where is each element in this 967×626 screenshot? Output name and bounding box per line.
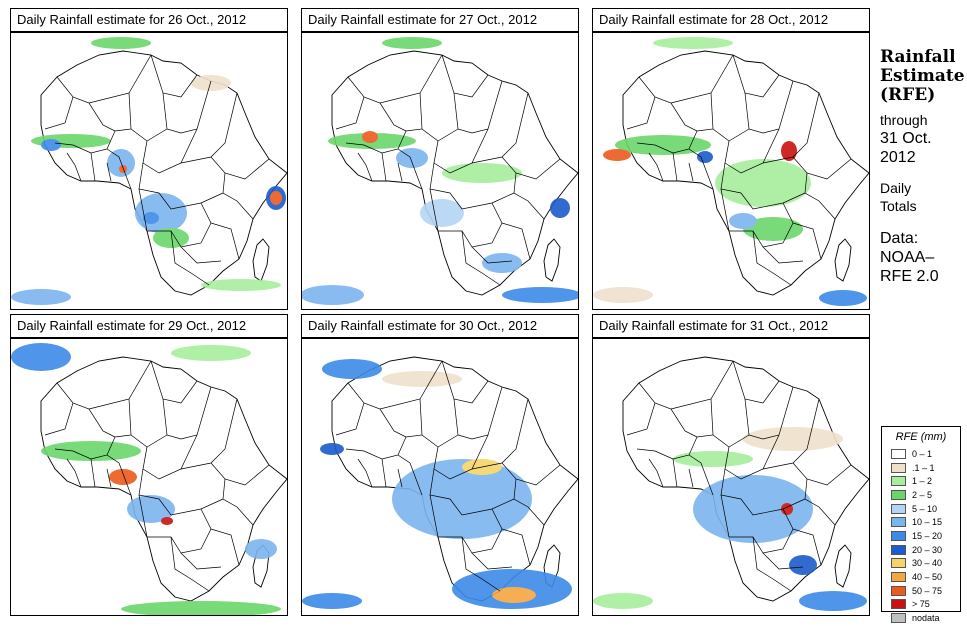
panel-title: Daily Rainfall estimate for 29 Oct., 201… [10, 314, 288, 338]
legend-swatch [891, 462, 906, 473]
legend-swatch [891, 544, 906, 555]
legend-label: 20 – 30 [912, 544, 943, 555]
legend-item: > 75 [882, 598, 960, 612]
data-source: NOAA– [880, 249, 935, 266]
legend-swatch [891, 613, 906, 624]
legend-item: 15 – 20 [882, 529, 960, 543]
legend-label: 2 – 5 [912, 489, 933, 500]
title-line: Estimate [880, 66, 965, 86]
legend-item: 20 – 30 [882, 543, 960, 557]
legend-item: 2 – 5 [882, 488, 960, 502]
legend-swatch [891, 558, 906, 569]
legend-swatch [891, 585, 906, 596]
map-panel-30-oct: Daily Rainfall estimate for 30 Oct., 201… [301, 314, 579, 616]
totals-label: Totals [880, 198, 917, 214]
panel-title: Daily Rainfall estimate for 28 Oct., 201… [592, 8, 870, 32]
rainfall-map [301, 338, 579, 616]
panel-title: Daily Rainfall estimate for 27 Oct., 201… [301, 8, 579, 32]
legend-label: > 75 [912, 599, 930, 610]
rainfall-map [10, 338, 288, 616]
legend-item: 5 – 10 [882, 502, 960, 516]
rainfall-legend: RFE (mm) 0 – 1 .1 – 1 1 – 2 2 – 5 5 – 10 10 –… [881, 426, 961, 624]
legend-label: 40 – 50 [912, 572, 943, 583]
legend-item: 0 – 1 [882, 447, 960, 461]
legend-swatch [891, 489, 906, 500]
title-line: Rainfall [880, 47, 956, 67]
legend-item: nodata [882, 611, 960, 625]
daily-label: Daily [880, 180, 912, 196]
rainfall-map [592, 32, 870, 310]
legend-swatch [891, 530, 906, 541]
legend-label: nodata [912, 613, 940, 624]
legend-label: 5 – 10 [912, 503, 938, 514]
legend-swatch [891, 503, 906, 514]
legend-label: .1 – 1 [912, 462, 935, 473]
map-panel-28-oct: Daily Rainfall estimate for 28 Oct., 201… [592, 8, 870, 310]
legend-label: 50 – 75 [912, 585, 943, 596]
map-panel-26-oct: Daily Rainfall estimate for 26 Oct., 201… [10, 8, 288, 310]
panel-title: Daily Rainfall estimate for 31 Oct., 201… [592, 314, 870, 338]
data-source-version: RFE 2.0 [880, 268, 939, 285]
legend-item: 40 – 50 [882, 570, 960, 584]
rainfall-map [301, 32, 579, 310]
legend-swatch [891, 599, 906, 610]
through-label: through [880, 112, 928, 128]
map-description: Rainfall Estimate (RFE) through 31 Oct. … [880, 47, 965, 286]
map-panel-27-oct: Daily Rainfall estimate for 27 Oct., 201… [301, 8, 579, 310]
legend-item: 10 – 15 [882, 515, 960, 529]
legend-label: 30 – 40 [912, 558, 943, 569]
legend-title: RFE (mm) [895, 431, 947, 443]
panel-title: Daily Rainfall estimate for 30 Oct., 201… [301, 314, 579, 338]
panel-title: Daily Rainfall estimate for 26 Oct., 201… [10, 8, 288, 32]
legend-item: 30 – 40 [882, 557, 960, 571]
legend-item: 50 – 75 [882, 584, 960, 598]
legend-label: 10 – 15 [912, 517, 943, 528]
map-panel-29-oct: Daily Rainfall estimate for 29 Oct., 201… [10, 314, 288, 616]
legend-item: 1 – 2 [882, 474, 960, 488]
rainfall-map [592, 338, 870, 616]
legend-swatch [891, 448, 906, 459]
map-panel-31-oct: Daily Rainfall estimate for 31 Oct., 201… [592, 314, 870, 616]
legend-swatch [891, 572, 906, 583]
end-year: 2012 [880, 149, 916, 166]
legend-item: .1 – 1 [882, 461, 960, 475]
legend-label: 1 – 2 [912, 476, 933, 487]
legend-label: 15 – 20 [912, 530, 943, 541]
title-line: (RFE) [880, 85, 936, 105]
legend-label: 0 – 1 [912, 448, 933, 459]
legend-swatch [891, 476, 906, 487]
data-label: Data: [880, 230, 919, 247]
legend-swatch [891, 517, 906, 528]
end-date: 31 Oct. [880, 130, 932, 147]
rainfall-map [10, 32, 288, 310]
